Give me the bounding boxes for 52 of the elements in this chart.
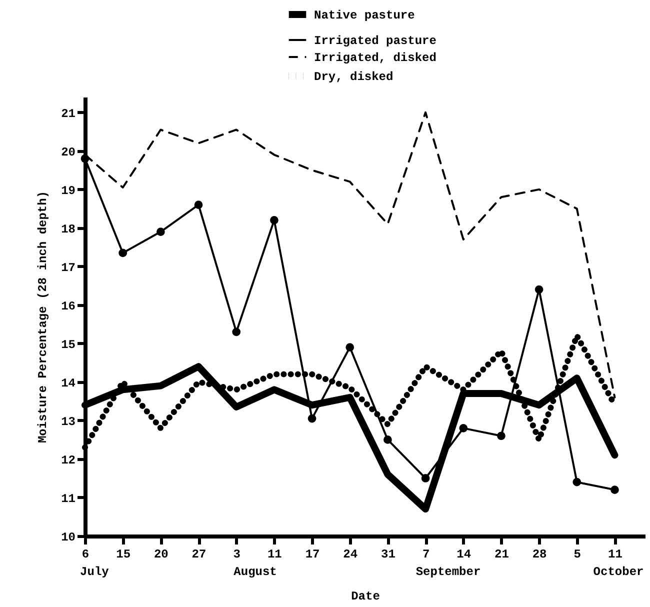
x-tick-label: 11: [267, 548, 282, 562]
point: [384, 436, 392, 444]
legend-label: Irrigated, disked: [314, 51, 436, 65]
point: [497, 432, 506, 440]
y-tick-label: 13: [61, 414, 76, 429]
point: [346, 343, 354, 352]
y-tick-label: 18: [61, 222, 76, 236]
point: [308, 414, 316, 423]
point: [118, 248, 128, 258]
point: [459, 424, 468, 432]
point: [194, 200, 203, 209]
y-tick-label: 15: [61, 338, 76, 352]
point: [534, 285, 544, 294]
x-tick-label: 31: [381, 548, 396, 562]
y-tick-label: 16: [61, 299, 76, 314]
y-tick-label: 17: [61, 260, 76, 275]
x-tick-label: 28: [532, 548, 547, 562]
x-axis-title: Date: [351, 590, 380, 604]
point: [232, 328, 241, 336]
x-tick-label: 5: [574, 548, 581, 562]
legend-label: Dry, disked: [314, 70, 394, 84]
x-tick-label: 11: [608, 548, 622, 562]
point: [270, 216, 278, 224]
text: August: [234, 565, 277, 579]
text: October: [593, 565, 644, 579]
point: [610, 486, 619, 494]
x-tick-label: 14: [456, 548, 472, 562]
point: [80, 154, 90, 163]
y-axis-title: Moisture Percentage (28 inch depth): [36, 190, 50, 444]
legend-label: Irrigated pasture: [314, 34, 436, 48]
x-tick-label: 21: [494, 548, 509, 562]
y-tick-label: 10: [61, 530, 76, 544]
x-tick-label: 6: [82, 548, 90, 562]
legend-label: Native pasture: [314, 8, 415, 22]
y-tick-label: 21: [61, 106, 76, 121]
x-tick-label: 17: [305, 548, 320, 562]
y-tick-label: 12: [61, 453, 76, 468]
point: [156, 228, 165, 236]
x-tick-label: 7: [422, 548, 430, 562]
point: [572, 478, 582, 486]
y-tick-label: 11: [61, 492, 76, 506]
y-tick-label: 19: [61, 184, 76, 198]
x-tick-label: 24: [343, 548, 358, 562]
y-tick-label: 20: [61, 145, 76, 160]
x-tick-label: 27: [192, 548, 206, 562]
x-tick-label: 20: [154, 548, 168, 562]
x-tick-label: 3: [233, 548, 240, 562]
y-tick-label: 14: [61, 376, 76, 390]
x-tick-label: 15: [116, 548, 131, 562]
point: [421, 474, 430, 482]
text: July: [80, 565, 109, 579]
text: September: [416, 565, 481, 579]
